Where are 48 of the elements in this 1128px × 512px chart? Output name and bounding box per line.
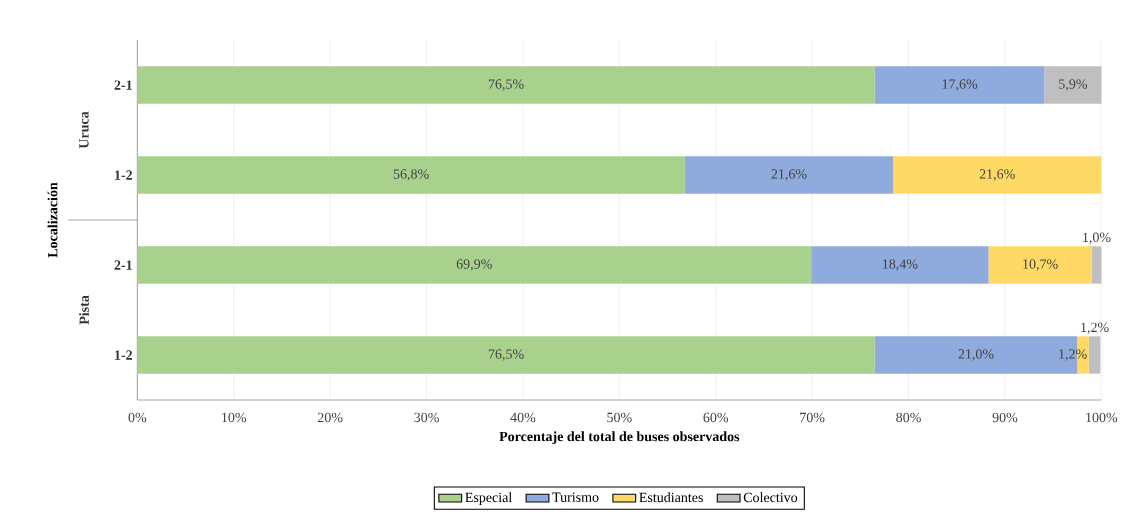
y-axis-title: Localización xyxy=(47,182,58,258)
x-tick-label: 60% xyxy=(703,412,729,423)
x-tick-label: 30% xyxy=(414,412,439,423)
bar xyxy=(988,246,1092,284)
x-tick-label: 100% xyxy=(1086,412,1118,423)
data-label: 56,8% xyxy=(393,169,429,181)
y-tick-label: 2-1 xyxy=(114,80,132,90)
legend-label: Colectivo xyxy=(743,492,798,503)
bar xyxy=(1088,336,1101,374)
bar xyxy=(137,156,685,194)
data-label: 21,0% xyxy=(958,349,994,361)
bar xyxy=(137,66,875,104)
x-tick-label: 70% xyxy=(800,412,825,423)
bar xyxy=(893,156,1102,194)
data-label: 21,6% xyxy=(771,169,807,181)
x-tick-label: 10% xyxy=(222,412,247,423)
bar xyxy=(137,336,875,374)
data-label: 1,2% xyxy=(1081,322,1109,335)
bar xyxy=(1091,246,1102,284)
data-label: 17,6% xyxy=(942,79,978,91)
x-tick-label: 50% xyxy=(607,412,632,423)
bar xyxy=(1044,66,1102,104)
x-tick-label: 80% xyxy=(896,412,921,423)
bar xyxy=(811,246,989,284)
text: Uruca xyxy=(79,111,89,149)
y-tick-label: 1-2 xyxy=(115,170,133,180)
data-label: 18,4% xyxy=(883,259,918,271)
bar xyxy=(874,66,1045,104)
legend-label: Turismo xyxy=(552,492,599,502)
x-tick-label: 0% xyxy=(128,412,147,423)
data-label: 5,9% xyxy=(1059,79,1087,91)
x-tick-label: 20% xyxy=(317,412,343,423)
y-tick-label: 2-1 xyxy=(114,260,132,270)
x-tick-label: 40% xyxy=(510,412,536,423)
bar xyxy=(137,246,812,284)
data-label: 69,9% xyxy=(456,259,492,271)
data-label: 76,5% xyxy=(488,349,524,361)
data-label: 10,7% xyxy=(1023,259,1058,271)
legend-label: Especial xyxy=(465,492,512,505)
legend-label: Estudiantes xyxy=(639,492,703,503)
data-label: 1,0% xyxy=(1083,232,1111,245)
x-axis-title: Porcentaje del total de buses observados xyxy=(499,431,740,445)
text: Pista xyxy=(79,295,89,325)
bar xyxy=(684,156,894,194)
y-tick-label: 1-2 xyxy=(115,350,133,360)
data-label: 21,6% xyxy=(979,169,1015,181)
x-tick-label: 90% xyxy=(992,412,1018,423)
data-label: 76,5% xyxy=(488,79,524,91)
